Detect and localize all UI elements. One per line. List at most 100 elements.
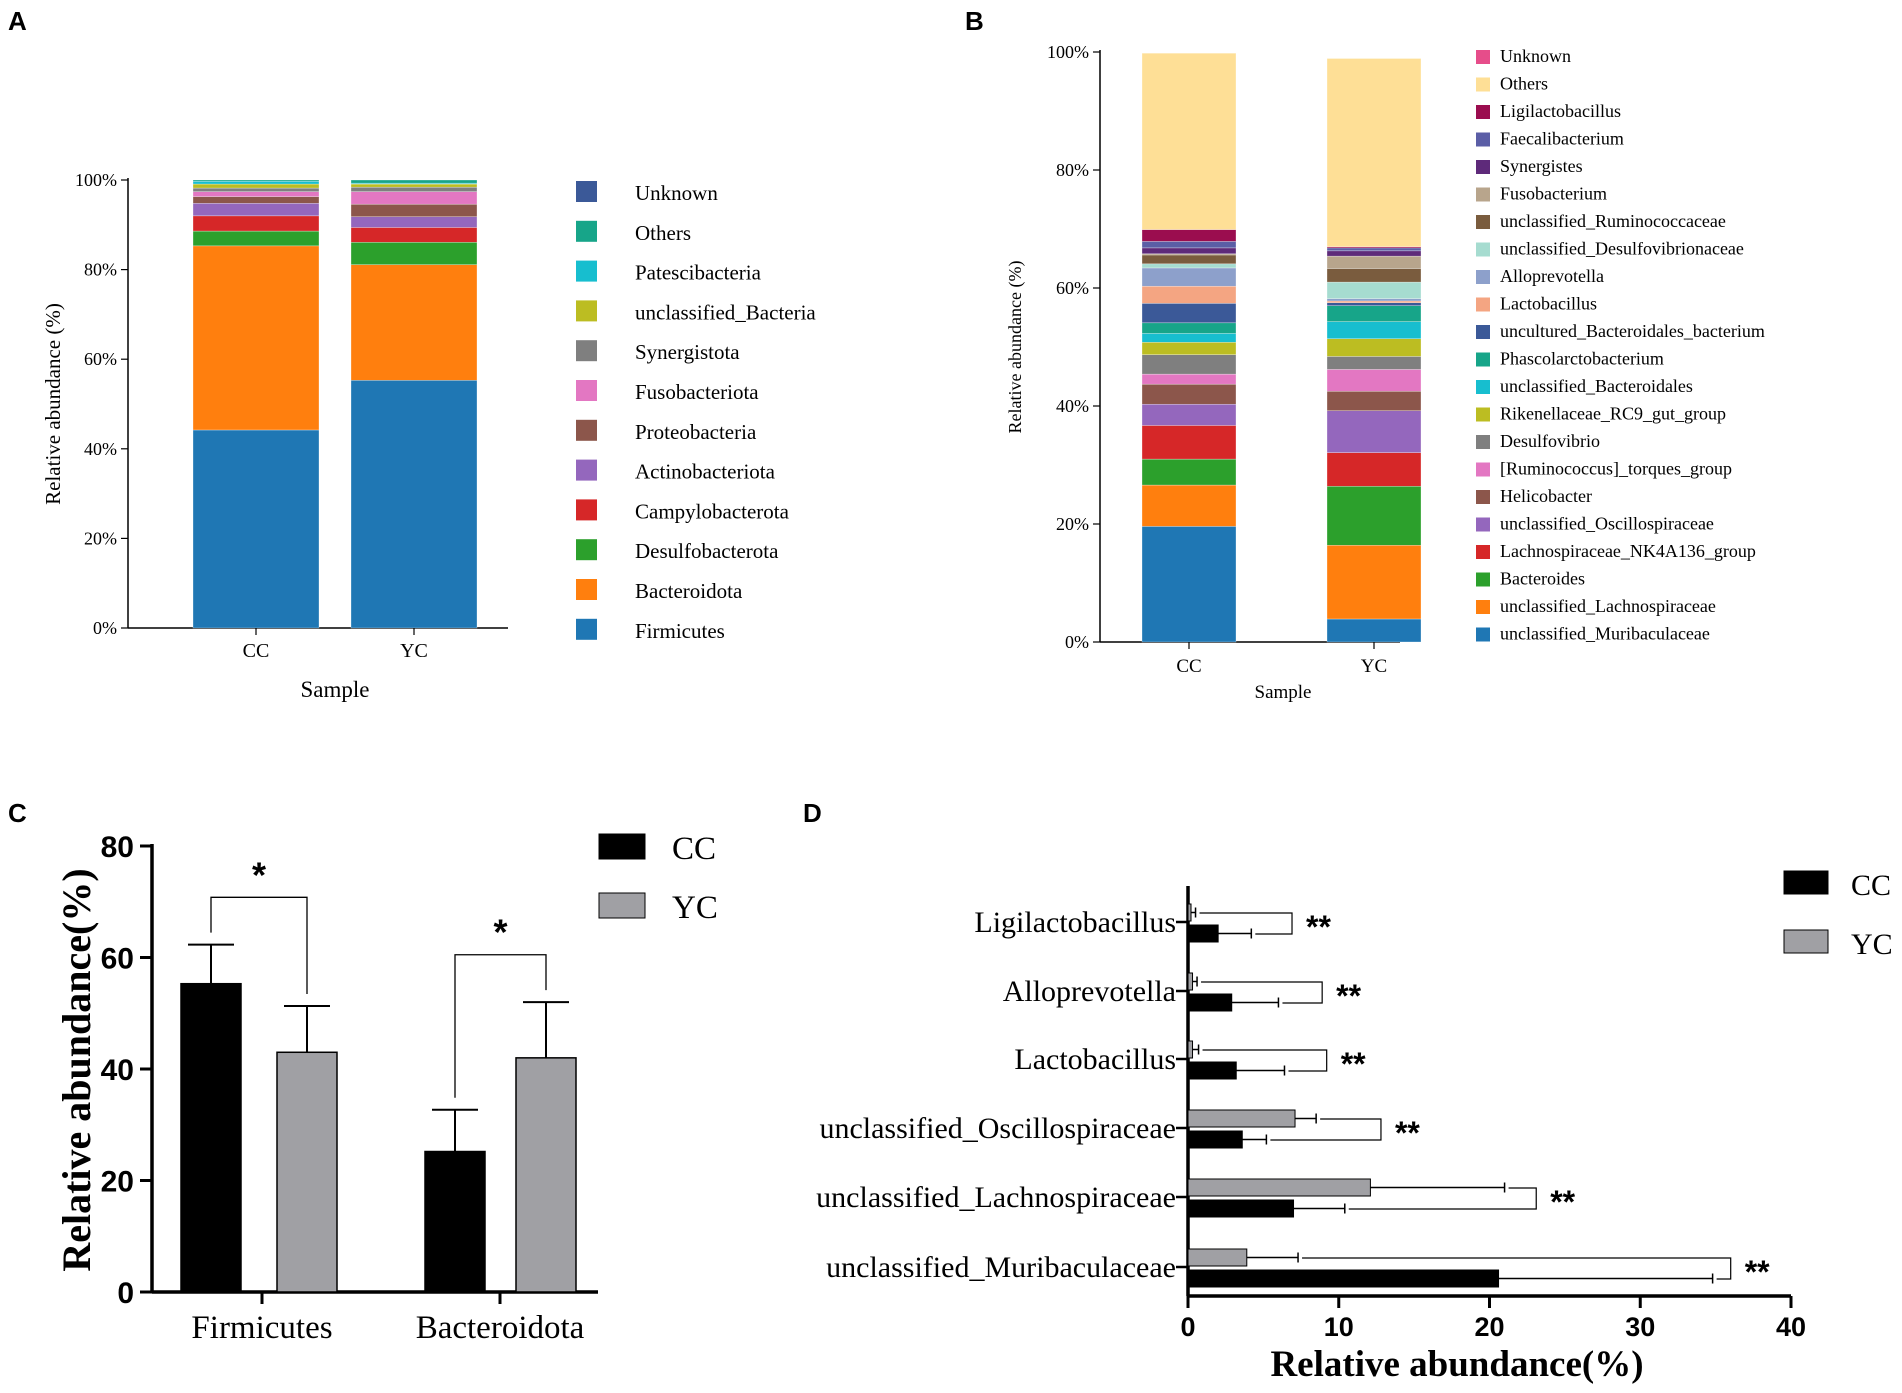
legend-label-bacteroidota: Bacteroidota: [635, 579, 743, 603]
bar-segment-cc-desulfovibrio: [1141, 354, 1237, 375]
legend-swatch-unclassified-ruminococcaceae: [1476, 215, 1490, 229]
y-tick-label: 0%: [1065, 632, 1089, 652]
y-tick-label: 20%: [84, 528, 117, 548]
y-axis-title: Relative abundance (%): [1005, 261, 1026, 434]
legend-swatch-unclassified-oscillospiraceae: [1476, 517, 1490, 532]
panel-c-phylum-comparison-chart: 0 20 40 60 80 Firmicutes * Bacteroidota * Relativ…: [54, 831, 718, 1346]
legend-swatch-firmicutes: [576, 618, 597, 640]
legend-swatch-lachnospiraceae-nk4a136-group: [1476, 545, 1490, 559]
y-tick-label: Alloprevotella: [1003, 975, 1176, 1008]
legend-label-lachnospiraceae-nk4a136-group: Lachnospiraceae_NK4A136_group: [1500, 541, 1756, 561]
legend-swatch-yc: [598, 892, 646, 919]
y-tick-label: 80%: [84, 260, 117, 280]
legend-swatch-desulfovibrio: [1476, 435, 1490, 449]
legend-swatch-others: [576, 220, 597, 242]
bar-segment-yc-others: [1326, 58, 1422, 247]
legend-swatch-campylobacterota: [576, 499, 597, 521]
bar-segment-cc-faecalibacterium: [1141, 241, 1237, 249]
bar-unclassified-oscillospiraceae-cc: [1187, 1130, 1243, 1149]
bar-segment-cc-synergistes: [1141, 247, 1237, 255]
y-tick-label: 60%: [84, 349, 117, 369]
significance-marker: **: [1550, 1184, 1575, 1220]
bar-segment-cc-unclassified-lachnospiraceae: [1141, 484, 1237, 527]
legend-label-actinobacteriota: Actinobacteriota: [635, 460, 776, 484]
bar-segment-cc-unclassified-desulfovibrionaceae: [1141, 263, 1237, 269]
legend-label-fusobacterium: Fusobacterium: [1500, 184, 1607, 204]
legend-swatch-lactobacillus: [1476, 297, 1490, 312]
x-tick-label: YC: [400, 640, 428, 662]
bar-segment-cc-unclassified-bacteria: [192, 183, 320, 189]
bar-segment-yc-unclassified-oscillospiraceae: [1326, 410, 1422, 453]
legend-swatch-rikenellaceae-rc9-gut-group: [1476, 407, 1490, 422]
bar-firmicutes-yc: [276, 1051, 338, 1293]
bar-segment-yc-fusobacteriota: [350, 191, 478, 205]
bar-segment-cc-helicobacter: [1141, 383, 1237, 405]
x-tick-label: CC: [1176, 656, 1201, 677]
significance-bracket: [1302, 1257, 1732, 1280]
y-tick-label: unclassified_Muribaculaceae: [826, 1251, 1176, 1284]
bar-segment-cc-fusobacteriota: [192, 191, 320, 197]
bar-segment-cc-bacteroides: [1141, 458, 1237, 486]
x-tick-label: Bacteroidota: [416, 1310, 585, 1346]
bar-segment-yc-synergistota: [350, 186, 478, 192]
bar-segment-yc-desulfovibrio: [1326, 356, 1422, 370]
bar-segment-yc-phascolarctobacterium: [1326, 305, 1422, 322]
significance-marker: *: [252, 854, 266, 895]
bar-alloprevotella-yc: [1187, 972, 1194, 991]
significance-bracket: [1270, 1118, 1382, 1141]
bar-segment-cc-proteobacteria: [192, 196, 320, 204]
legend-label-faecalibacterium: Faecalibacterium: [1500, 129, 1624, 149]
bar-segment-yc-lactobacillus: [1326, 300, 1422, 304]
x-tick-label: 30: [1625, 1312, 1655, 1342]
legend-label-unclassified-ruminococcaceae: unclassified_Ruminococcaceae: [1500, 211, 1726, 231]
significance-bracket: [1199, 912, 1293, 935]
y-tick-label: 40%: [84, 439, 117, 459]
bar-segment-yc-desulfobacterota: [350, 242, 478, 265]
legend-swatch-uncultured-bacteroidales-bacterium: [1476, 325, 1490, 339]
legend-swatch-unclassified-muribaculaceae: [1476, 627, 1490, 642]
y-tick-label: 60: [101, 943, 134, 976]
legend-label-patescibacteria: Patescibacteria: [635, 261, 762, 285]
significance-marker: *: [493, 912, 507, 953]
bar-segment-cc-firmicutes: [192, 429, 320, 629]
bar-bacteroidota-yc: [515, 1057, 577, 1293]
y-tick-label: unclassified_Oscillospiraceae: [819, 1112, 1176, 1145]
significance-bracket: [1348, 1187, 1537, 1210]
bar-segment-yc-unclassified-bacteria: [350, 183, 478, 188]
legend-label-others: Others: [635, 221, 691, 245]
bar-segment-yc-alloprevotella: [1326, 298, 1422, 302]
legend-label-fusobacteriota: Fusobacteriota: [635, 380, 759, 404]
bar-segment-yc-ruminococcus-torques-group: [1326, 369, 1422, 392]
legend-swatch-alloprevotella: [1476, 270, 1490, 284]
bar-lactobacillus-cc: [1187, 1061, 1237, 1080]
x-tick-label: 40: [1776, 1312, 1806, 1342]
legend-swatch-fusobacteriota: [576, 380, 597, 401]
y-tick-label: Lactobacillus: [1014, 1043, 1176, 1076]
bar-segment-cc-campylobacterota: [192, 215, 320, 232]
legend-label-unknown: Unknown: [635, 181, 718, 205]
bar-bacteroidota-cc: [424, 1150, 486, 1293]
legend-label-synergistes: Synergistes: [1500, 156, 1583, 176]
x-tick-label: 0: [1180, 1312, 1195, 1342]
bar-segment-cc-unclassified-oscillospiraceae: [1141, 403, 1237, 426]
legend-swatch-faecalibacterium: [1476, 132, 1490, 147]
bar-ligilactobacillus-yc: [1187, 903, 1192, 922]
significance-marker: **: [1306, 909, 1331, 945]
x-tick-label: YC: [1361, 656, 1387, 677]
legend-swatch-ruminococcus-torques-group: [1476, 462, 1490, 477]
bar-unclassified-muribaculaceae-cc: [1187, 1269, 1500, 1288]
legend-label-cc: CC: [672, 831, 716, 867]
legend-label-desulfobacterota: Desulfobacterota: [635, 539, 779, 563]
legend-label-cc: CC: [1851, 869, 1891, 902]
bar-segment-yc-rikenellaceae-rc9-gut-group: [1326, 338, 1422, 357]
significance-marker: **: [1745, 1254, 1770, 1290]
y-axis-title: Relative abundance (%): [41, 303, 65, 505]
bar-segment-yc-uncultured-bacteroidales-bacterium: [1326, 302, 1422, 306]
bar-unclassified-muribaculaceae-yc: [1187, 1248, 1248, 1267]
bar-segment-cc-desulfobacterota: [192, 230, 320, 247]
legend-swatch-patescibacteria: [576, 260, 597, 282]
bar-segment-cc-lactobacillus: [1141, 285, 1237, 304]
legend-label-unknown: Unknown: [1500, 46, 1571, 66]
bar-segment-cc-patescibacteria: [192, 181, 320, 185]
